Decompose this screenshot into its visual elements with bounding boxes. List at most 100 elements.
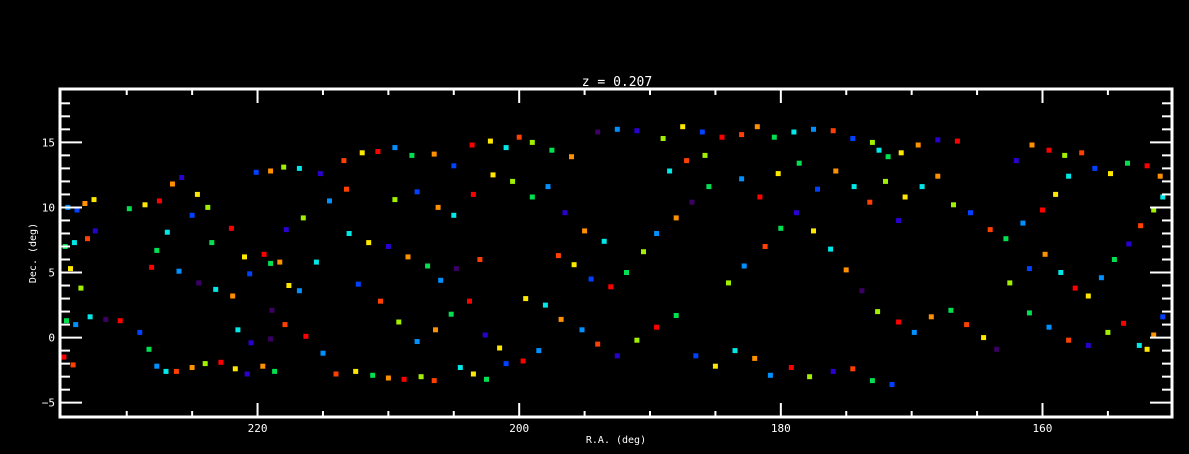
data-point [268,336,274,342]
data-point [1105,329,1111,335]
data-point [232,366,238,372]
data-point [915,142,921,148]
data-point [778,225,784,231]
data-point [126,206,132,212]
data-point [194,191,200,197]
data-point [317,171,323,177]
data-point [92,228,98,234]
data-point [74,207,80,213]
data-point [850,366,856,372]
data-point [451,212,457,218]
y-tick-label: 0 [48,332,55,345]
data-point [1053,191,1059,197]
data-point [830,128,836,134]
data-point [300,215,306,221]
data-point [601,238,607,244]
data-point [228,225,234,231]
data-point [385,375,391,381]
data-point [61,354,67,360]
data-point [712,363,718,369]
data-point [1058,270,1064,275]
data-point [948,307,954,313]
data-point [741,263,747,269]
data-point [752,355,758,361]
data-point [719,134,725,140]
data-point [85,236,90,242]
data-point [757,194,763,200]
data-point [1066,337,1072,343]
data-point [667,168,673,174]
data-point [269,307,275,313]
data-point [344,186,349,192]
data-point [1085,293,1091,299]
data-point [634,337,640,343]
data-point [771,134,777,140]
data-point [433,327,438,333]
data-point [154,363,160,369]
data-point [876,147,882,153]
data-point [283,227,289,233]
data-point [1151,332,1157,338]
data-point [1126,241,1132,247]
data-point [467,298,472,304]
data-point [555,253,561,259]
data-point [487,138,493,144]
data-point [154,247,160,253]
data-point [164,229,170,235]
data-point [189,212,195,218]
data-point [579,327,585,333]
data-point [954,138,960,144]
data-point [469,142,475,148]
data-point [281,164,287,170]
data-point [196,280,202,286]
data-point [919,184,925,190]
y-tick-labels: −5 0 5 10 15 [42,136,55,409]
data-point [964,322,970,328]
data-point [451,163,457,169]
data-point [248,340,254,346]
data-point [788,365,794,370]
data-point [68,266,73,272]
data-point [654,231,660,236]
data-point [70,362,76,368]
data-point [883,178,888,184]
data-point [286,283,292,288]
data-point [405,254,411,260]
data-point [935,137,941,143]
data-point [641,249,646,255]
data-point [807,374,813,380]
data-point [1085,342,1091,348]
data-point [684,158,690,164]
data-point [218,359,224,365]
data-point [595,129,601,135]
data-point [470,371,476,377]
data-point [614,353,620,359]
data-point [898,150,904,156]
data-point [1157,173,1163,179]
data-point [624,270,629,275]
x-tick-label: 160 [1033,422,1053,435]
data-point [1111,257,1117,262]
data-point [1062,152,1068,158]
data-point [1007,280,1013,286]
data-point [706,184,712,190]
data-point [811,228,816,234]
data-point [867,199,873,205]
data-point [103,316,109,322]
data-point [396,319,402,325]
data-point [529,194,535,200]
data-point [634,128,640,134]
data-point [693,353,699,359]
data-point [1040,207,1045,213]
data-point [1066,173,1072,179]
data-point [296,165,302,171]
data-point [830,368,836,374]
data-point [142,202,148,208]
data-point [699,129,705,135]
data-point [702,152,708,158]
data-point [230,293,236,299]
data-point [680,124,686,130]
data-point [673,313,679,318]
data-point [146,346,152,352]
